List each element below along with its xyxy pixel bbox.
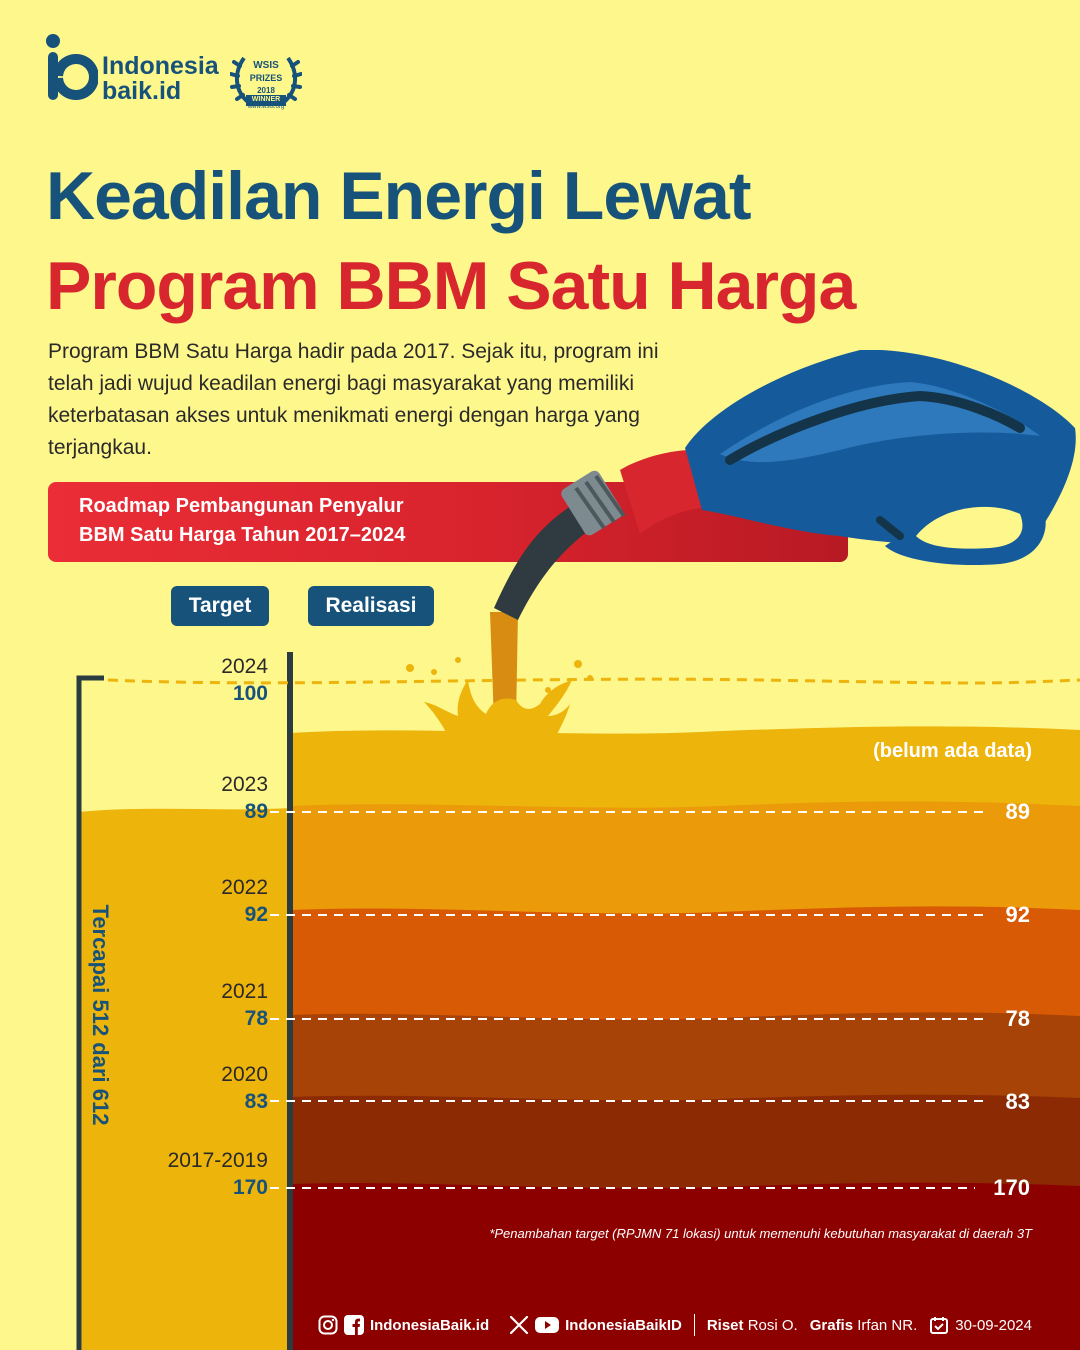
target-column-label: Target [171,586,269,626]
banner-line2: BBM Satu Harga Tahun 2017–2024 [79,524,406,546]
wsis-award-badge: WSIS PRIZES 2018 www.wsis.org WINNER [229,46,303,116]
realisasi-value-2023: 89 [1005,799,1030,824]
x-twitter-icon[interactable] [509,1315,529,1335]
target-column-fill [78,808,290,1350]
target-2024-line [107,677,1080,685]
indonesiabaik-logo: Indonesia baik.id [46,34,219,110]
credit-grafis: Grafis Irfan NR. [809,1316,918,1334]
publish-date: 30-09-2024 [955,1316,1032,1334]
realisasi-value-2020: 83 [1005,1089,1030,1114]
fuel-nozzle-icon [494,350,1076,620]
roadmap-banner: Roadmap Pembangunan Penyalur BBM Satu Ha… [48,482,848,562]
credit-riset: Riset Rosi O. [706,1316,798,1334]
realisasi-column-label: Realisasi [308,586,434,626]
target-value-2017-2019: 170 [232,1176,268,1199]
target-year-2024: 2024 [221,655,268,678]
handle-indonesiabaikid[interactable]: IndonesiaBaikID [565,1316,682,1334]
layer-2017-2019 [290,1182,1080,1350]
target-year-2022: 2022 [221,876,268,899]
facebook-icon[interactable] [343,1315,364,1335]
target-value-2020: 83 [244,1090,268,1113]
target-bracket [76,675,104,1350]
target-value-2024: 100 [232,682,268,705]
target-year-2017-2019: 2017-2019 [167,1149,268,1172]
footer: IndonesiaBaik.id IndonesiaBaikID Riset R… [318,1312,1032,1338]
page-title-line1: Keadilan Energi Lewat [46,158,752,234]
laurel-icon [229,56,303,106]
calendar-icon [930,1317,949,1334]
fuel-splash [424,680,572,736]
target-value-2022: 92 [244,903,268,926]
footnote: *Penambahan target (RPJMN 71 lokasi) unt… [489,1226,1032,1241]
realisasi-value-2022: 92 [1005,902,1030,927]
banner-line1: Roadmap Pembangunan Penyalur [79,495,404,517]
logo-text: Indonesia baik.id [102,52,219,105]
page-title-line2: Program BBM Satu Harga [46,248,856,324]
target-year-2023: 2023 [221,773,268,796]
handle-indonesiabaik-id[interactable]: IndonesiaBaik.id [369,1316,490,1334]
target-value-2021: 78 [244,1007,268,1030]
fuel-stream [490,612,518,722]
achieved-total-label: Tercapai 512 dari 612 [88,904,113,1126]
youtube-icon[interactable] [535,1315,560,1335]
instagram-icon[interactable] [318,1315,338,1335]
award-winner: WINNER [251,96,281,103]
realisasi-value-2017-2019: 170 [993,1175,1030,1200]
target-year-2020: 2020 [221,1063,268,1086]
logo-b-icon [46,34,99,100]
intro-paragraph: Program BBM Satu Harga hadir pada 2017. … [48,340,659,459]
realisasi-value-2021: 78 [1005,1006,1030,1031]
no-data-label: (belum ada data) [873,740,1032,762]
target-value-2023: 89 [244,800,268,823]
footer-divider [693,1314,695,1336]
target-year-2021: 2021 [221,980,268,1003]
